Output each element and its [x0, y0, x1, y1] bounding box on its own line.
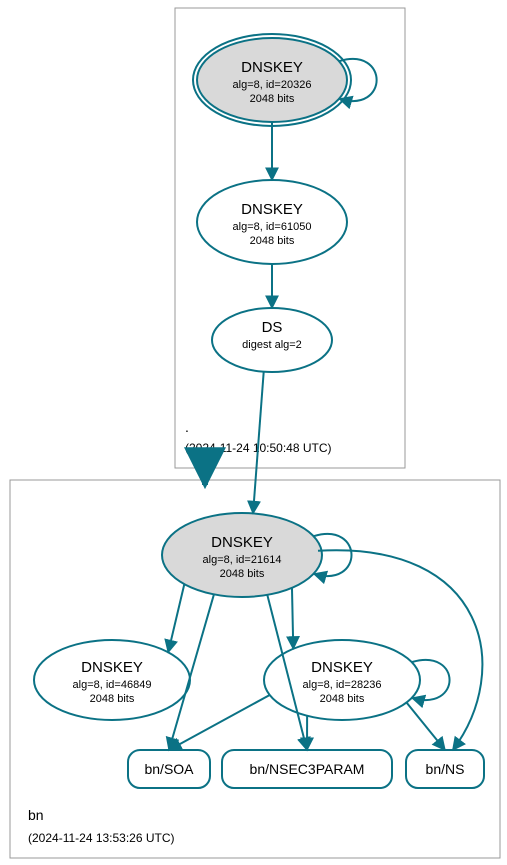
node-bn_ksk-title: DNSKEY — [211, 534, 273, 551]
root-zone-label: . — [185, 419, 189, 435]
node-root_ksk-line2: 2048 bits — [250, 93, 295, 105]
node-bn_zsk1-line2: 2048 bits — [90, 693, 135, 705]
bn-zone-label: bn — [28, 807, 44, 823]
node-root_zsk-line1: alg=8, id=61050 — [233, 221, 312, 233]
box-nsec3-label: bn/NSEC3PARAM — [250, 761, 365, 777]
node-bn_zsk2-line1: alg=8, id=28236 — [303, 679, 382, 691]
edge-bn_zsk2-soa — [169, 695, 270, 750]
box-ns-label: bn/NS — [426, 761, 465, 777]
node-root_zsk-title: DNSKEY — [241, 201, 303, 218]
edge-bn_ksk-bn_zsk2 — [292, 588, 293, 649]
node-bn_ksk-line1: alg=8, id=21614 — [203, 554, 282, 566]
node-root_ds-line1: digest alg=2 — [242, 339, 302, 351]
box-soa-label: bn/SOA — [144, 761, 194, 777]
node-bn_zsk1-line1: alg=8, id=46849 — [73, 679, 152, 691]
node-root_zsk-line2: 2048 bits — [250, 235, 295, 247]
node-bn_zsk1-title: DNSKEY — [81, 659, 143, 676]
node-root_ksk-line1: alg=8, id=20326 — [233, 79, 312, 91]
edge-bn_ksk-bn_zsk1 — [168, 584, 184, 652]
bn-zone-timestamp: (2024-11-24 13:53:26 UTC) — [28, 831, 175, 845]
edge-bn_zsk2-ns — [407, 702, 445, 750]
dnssec-graph: .(2024-11-24 10:50:48 UTC)bn(2024-11-24 … — [0, 0, 507, 865]
node-root_ds-title: DS — [262, 319, 283, 336]
node-bn_ksk-line2: 2048 bits — [220, 568, 265, 580]
node-bn_zsk2-title: DNSKEY — [311, 659, 373, 676]
node-bn_zsk2-line2: 2048 bits — [320, 693, 365, 705]
node-root_ksk-title: DNSKEY — [241, 59, 303, 76]
